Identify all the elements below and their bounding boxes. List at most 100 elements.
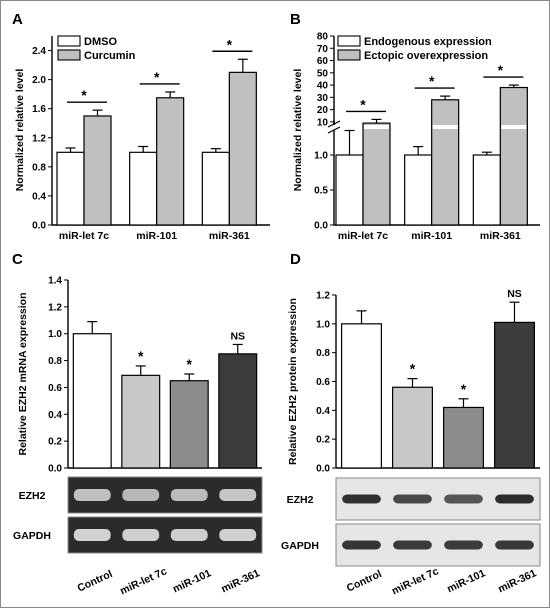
chart-b-y-tick-label: 80 [317, 32, 329, 43]
chart-c-y-tick-label: 0.0 [48, 464, 62, 475]
chart-c-y-tick-label: 0.4 [48, 410, 62, 421]
chart-a-significance-label: * [81, 87, 87, 103]
chart-d-y-tick-label: 0.0 [316, 464, 330, 475]
chart-d-blot-ezh2-band [444, 494, 483, 504]
chart-a-y-tick-label: 0.4 [32, 191, 46, 202]
chart-c-bar [72, 333, 112, 469]
chart-b-bar [404, 154, 433, 226]
chart-b-significance-label: * [429, 73, 435, 89]
chart-d-y-tick-label: 0.8 [316, 348, 330, 359]
chart-a-y-tick-label: 0.0 [32, 221, 46, 232]
chart-d-blot-ezh2-band [495, 494, 534, 504]
chart-a-y-tick-label: 0.8 [32, 162, 46, 173]
chart-d-blot-gapdh-band [495, 540, 534, 550]
chart-d-blot-gapdh-band [393, 540, 432, 550]
chart-b-significance-label: * [360, 96, 366, 112]
chart-c-significance-label: * [138, 348, 144, 364]
chart-c-y-tick-label: 1.4 [48, 276, 62, 287]
chart-c-blot-ezh2-band [170, 489, 208, 501]
chart-d-y-tick-label: 1.2 [316, 291, 330, 302]
chart-a-bar [83, 115, 112, 226]
chart-b-legend-swatch [337, 49, 361, 61]
chart-a-x-tick-label: miR-361 [209, 230, 250, 242]
chart-d-blot-label: GAPDH [281, 540, 319, 552]
chart-c-blot-ezh2-band [73, 489, 111, 501]
chart-c-blot-gapdh-band [170, 529, 208, 541]
chart-a-bar [56, 151, 85, 226]
chart-d-blot-gapdh-band [444, 540, 483, 550]
chart-b-y-tick-label: 10 [317, 117, 329, 128]
chart-b-y-tick-label: 50 [317, 68, 329, 79]
chart-b-y-tick-label: 1.0 [314, 151, 328, 162]
chart-c-blot-label: EZH2 [19, 490, 46, 502]
chart-b-y-tick-label: 40 [317, 81, 329, 92]
chart-c-y-tick-label: 0.6 [48, 383, 62, 394]
chart-d-bar [443, 406, 484, 469]
chart-d-blot-ezh2-band [342, 494, 381, 504]
chart-c-blot-gapdh-band [219, 529, 257, 541]
chart-d-bar [494, 321, 535, 469]
chart-c-y-tick-label: 0.8 [48, 356, 62, 367]
chart-b-y-tick-label: 70 [317, 44, 329, 55]
chart-b-bar [472, 154, 501, 226]
chart-b-y-tick-label: 30 [317, 93, 329, 104]
chart-b-bar [362, 122, 391, 226]
chart-d-y-tick-label: 0.2 [316, 435, 330, 446]
chart-b-legend-label: Ectopic overexpression [364, 50, 488, 62]
chart-b-bar-break [432, 125, 458, 129]
chart-c-blot-gapdh-band [73, 529, 111, 541]
chart-c-significance-label: * [187, 356, 193, 372]
chart-a-bar [228, 71, 257, 226]
chart-a-bar [129, 151, 158, 226]
chart-d-bar [341, 323, 382, 469]
chart-c-significance-label: NS [230, 330, 245, 342]
chart-d-y-axis-label: Relative EZH2 protein expression [287, 298, 299, 465]
chart-c-y-axis-label: Relative EZH2 mRNA expression [17, 292, 29, 455]
chart-b-y-tick-label: 0.5 [314, 186, 328, 197]
chart-a-bar [156, 97, 185, 226]
chart-a-x-tick-label: miR-let 7c [59, 230, 109, 242]
chart-c-y-tick-label: 1.0 [48, 329, 62, 340]
chart-b-bar [499, 86, 528, 226]
chart-a-legend-label: Curcumin [84, 50, 136, 62]
chart-a-significance-label: * [227, 36, 233, 52]
chart-b-y-tick-label: 0.0 [314, 221, 328, 232]
chart-a-x-tick-label: miR-101 [136, 230, 177, 242]
chart-a-legend-swatch [57, 35, 81, 47]
chart-c-bar [169, 380, 209, 469]
chart-c-y-tick-label: 1.2 [48, 302, 62, 313]
chart-d-bar [392, 386, 433, 469]
chart-c-blot-gapdh-band [122, 529, 160, 541]
chart-b-bar [335, 154, 364, 226]
chart-a-significance-label: * [154, 69, 160, 85]
chart-d-blot-ezh2-band [393, 494, 432, 504]
chart-b-bar-break [501, 125, 527, 129]
chart-b-bar [431, 99, 460, 226]
chart-a-y-tick-label: 2.0 [32, 75, 46, 86]
chart-a-legend-label: DMSO [84, 36, 117, 48]
chart-b-y-tick-label: 20 [317, 105, 329, 116]
chart-b-y-axis-label: Normalized relative level [292, 69, 304, 192]
chart-d-y-tick-label: 0.4 [316, 406, 330, 417]
panel-letter-d: D [290, 251, 301, 268]
chart-a-y-tick-label: 2.4 [32, 46, 46, 57]
chart-d-y-tick-label: 0.6 [316, 377, 330, 388]
chart-a-y-tick-label: 1.2 [32, 133, 46, 144]
chart-b-legend-label: Endogenous expression [364, 36, 492, 48]
chart-b-axis-break-mark [327, 120, 341, 128]
chart-b-x-tick-label: miR-101 [411, 230, 452, 242]
panel-letter-b: B [290, 11, 301, 28]
chart-d-significance-label: * [461, 381, 467, 397]
chart-d-blot-label: EZH2 [287, 494, 314, 506]
chart-b-x-tick-label: miR-let 7c [338, 230, 388, 242]
chart-b-y-tick-label: 60 [317, 56, 329, 67]
chart-d-blot-gapdh-band [342, 540, 381, 550]
chart-c-blot-ezh2-band [219, 489, 257, 501]
chart-c-bar [121, 374, 161, 469]
chart-b-legend-swatch [337, 35, 361, 47]
chart-a-bar [201, 151, 230, 226]
chart-c-bar [218, 353, 258, 469]
chart-c-blot-ezh2-band [122, 489, 160, 501]
chart-d-significance-label: NS [507, 288, 522, 300]
